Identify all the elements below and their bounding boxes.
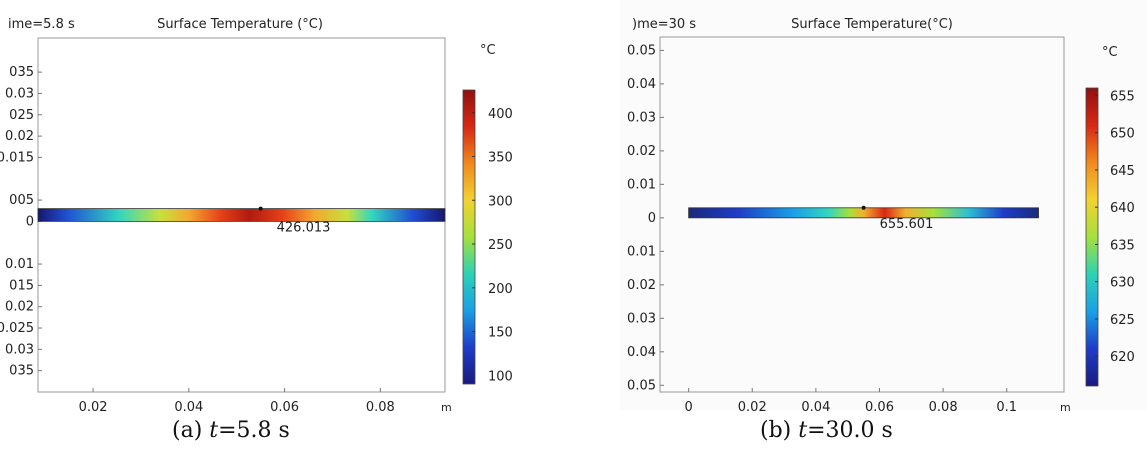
- y-tick-label-a: 025: [9, 108, 34, 123]
- colorbar-tick-label-b: 630: [1110, 276, 1135, 291]
- colorbar-tick-label-b: 640: [1110, 201, 1135, 216]
- colorbar-tick-label-a: 250: [488, 238, 513, 253]
- colorbar-unit-b: °C: [1102, 45, 1118, 60]
- y-tick-label-a: 005: [9, 193, 34, 208]
- colorbar-tick-label-a: 400: [488, 107, 513, 122]
- colorbar-tick-label-b: 620: [1110, 350, 1135, 365]
- y-tick-label-a: 035: [9, 65, 34, 80]
- colorbar-unit-a: °C: [480, 43, 496, 58]
- time-label-a: ime=5.8 s: [8, 17, 75, 32]
- caption-b-rest: =30.0 s: [807, 418, 893, 443]
- y-tick-label-a: 0.03: [5, 86, 34, 101]
- x-tick-label-b: 0: [684, 400, 692, 415]
- x-tick-label-a: 0.06: [270, 400, 299, 415]
- y-tick-label-a: 0.03: [5, 342, 34, 357]
- x-tick-label-b: 0.08: [929, 400, 958, 415]
- colorbar-b: [1085, 87, 1099, 387]
- caption-a-rest: =5.8 s: [218, 418, 290, 443]
- figure-panel-a: ime=5.8 s Surface Temperature (°C) 035 0.03…: [0, 0, 520, 415]
- time-label-b: )me=30 s: [632, 17, 696, 32]
- y-tick-label-b: 0.05: [627, 43, 656, 58]
- colorbar-tick-label-a: 200: [488, 282, 513, 297]
- colorbar-tick-label-a: 300: [488, 194, 513, 209]
- x-tick-label-b: 0.06: [865, 400, 894, 415]
- max-marker-a: [258, 206, 263, 211]
- colorbar-tick-label-b: 645: [1110, 164, 1135, 179]
- caption-a-prefix: (a): [172, 418, 210, 443]
- colorbar-tick-label-b: 625: [1110, 313, 1135, 328]
- x-tick-label-b: 0.1: [996, 400, 1017, 415]
- caption-b-prefix: (b): [760, 418, 799, 443]
- y-tick-label-a: 0.025: [0, 321, 34, 336]
- y-tick-label-b: 0.01: [627, 244, 656, 259]
- chart-title-a: Surface Temperature (°C): [157, 17, 323, 32]
- caption-b-var: t: [798, 418, 808, 443]
- caption-a: (a) t=5.8 s: [172, 418, 290, 443]
- y-tick-label-b: 0.05: [627, 378, 656, 393]
- y-tick-label-b: 0.01: [627, 177, 656, 192]
- colorbar-a: [462, 89, 476, 385]
- colorbar-tick-label-b: 655: [1110, 89, 1135, 104]
- y-tick-label-b: 0.04: [627, 77, 656, 92]
- colorbar-tick-label-b: 635: [1110, 238, 1135, 253]
- y-tick-label-b: 0.04: [627, 345, 656, 360]
- y-tick-label-b: 0.03: [627, 311, 656, 326]
- max-value-label-a: 426.013: [277, 220, 331, 235]
- colorbar-tick-label-a: 150: [488, 326, 513, 341]
- x-tick-label-a: 0.02: [79, 400, 108, 415]
- y-tick-label-a: 0.02: [5, 129, 34, 144]
- y-tick-label-a: 0: [26, 214, 34, 229]
- heatmap-chart-a: ime=5.8 s Surface Temperature (°C) 035 0.03…: [0, 17, 513, 415]
- x-tick-label-b: 0.04: [801, 400, 830, 415]
- heatmap-chart-b: )me=30 s Surface Temperature(°C) 0.05 0.04 0…: [627, 17, 1135, 415]
- y-tick-label-a: 0.01: [5, 257, 34, 272]
- y-tick-label-a: 015: [9, 278, 34, 293]
- chart-title-b: Surface Temperature(°C): [791, 17, 953, 32]
- max-marker-b: [861, 205, 866, 210]
- plot-frame-b: [659, 36, 1065, 393]
- figure-panel-b: )me=30 s Surface Temperature(°C) 0.05 0.04 0…: [620, 0, 1147, 415]
- colorbar-tick-label-a: 350: [488, 151, 513, 166]
- y-tick-label-a: 0.015: [0, 150, 34, 165]
- caption-a-var: t: [209, 418, 219, 443]
- temperature-strip-a: [37, 208, 446, 222]
- colorbar-tick-label-a: 100: [488, 369, 513, 384]
- x-tick-label-a: 0.08: [366, 400, 395, 415]
- x-unit-label-a: m: [441, 401, 452, 414]
- caption-b: (b) t=30.0 s: [760, 418, 893, 443]
- y-tick-label-b: 0.02: [627, 144, 656, 159]
- max-value-label-b: 655.601: [880, 217, 934, 232]
- y-tick-label-b: 0.02: [627, 278, 656, 293]
- x-unit-label-b: m: [1060, 401, 1071, 414]
- x-tick-label-a: 0.04: [174, 400, 203, 415]
- y-tick-label-b: 0.03: [627, 110, 656, 125]
- y-tick-label-a: 035: [9, 364, 34, 379]
- y-tick-label-b: 0: [648, 211, 656, 226]
- y-tick-label-a: 0.02: [5, 300, 34, 315]
- colorbar-tick-label-b: 650: [1110, 127, 1135, 142]
- x-tick-label-b: 0.02: [738, 400, 767, 415]
